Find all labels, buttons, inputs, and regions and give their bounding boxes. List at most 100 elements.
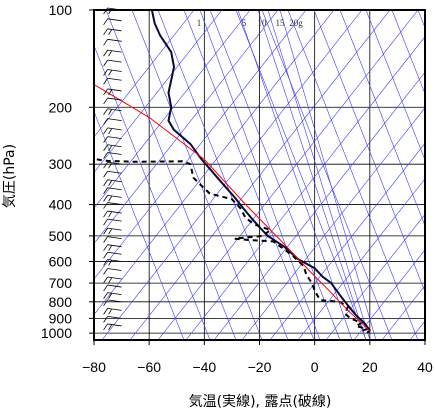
wind-barb-flag bbox=[108, 293, 112, 299]
wind-barb-flag bbox=[108, 196, 112, 202]
wind-barb-flag bbox=[103, 195, 108, 202]
adiabat-line bbox=[297, 178, 425, 340]
wind-barb-flag bbox=[103, 268, 108, 275]
wind-barb bbox=[103, 18, 122, 26]
wind-barb-flag bbox=[103, 136, 108, 143]
wind-barb-flag bbox=[108, 162, 112, 169]
wind-barb-staff bbox=[107, 187, 122, 191]
wind-barb-staff bbox=[107, 323, 122, 327]
wind-barb-staff bbox=[107, 218, 122, 222]
mixing-ratio-labels: 1 5 10 15 20g bbox=[197, 18, 304, 28]
wind-barb bbox=[103, 299, 122, 307]
wind-barb bbox=[103, 136, 122, 143]
wind-barb bbox=[103, 292, 122, 299]
wind-barb-staff bbox=[107, 144, 122, 148]
wind-barb-staff bbox=[107, 152, 122, 155]
adiabat-line bbox=[131, 10, 263, 340]
wind-barb bbox=[103, 210, 122, 218]
wind-barb bbox=[103, 187, 122, 194]
wind-barb bbox=[103, 170, 122, 178]
adiabat-line bbox=[261, 10, 393, 340]
wind-barb-flag bbox=[108, 109, 112, 115]
y-tick-label: 100 bbox=[49, 2, 73, 18]
x-tick-label: 0 bbox=[311, 359, 319, 375]
adiabat-line bbox=[353, 249, 425, 340]
wind-barb-staff bbox=[107, 88, 122, 92]
y-tick-label: 200 bbox=[49, 99, 73, 115]
wind-barb-flag bbox=[103, 59, 108, 67]
dry-adiabats bbox=[94, 10, 425, 340]
wind-barb bbox=[103, 161, 122, 169]
adiabat-line bbox=[339, 10, 425, 227]
x-tick-label: −80 bbox=[82, 359, 106, 375]
y-axis-title: 気圧(hPa) bbox=[2, 144, 18, 208]
mixing-ratio-label: 5 bbox=[242, 18, 247, 28]
wind-barb bbox=[103, 251, 122, 259]
mixing-ratio-line bbox=[279, 10, 377, 340]
adiabat-line bbox=[183, 10, 315, 340]
mixing-ratio-label: 15 bbox=[276, 18, 286, 28]
wind-barb bbox=[103, 202, 122, 209]
wind-barb-flag bbox=[108, 245, 112, 251]
wind-barbs bbox=[103, 7, 122, 331]
wind-barb-staff bbox=[107, 136, 122, 139]
wind-barb-flag bbox=[103, 171, 108, 178]
wind-barb-flag bbox=[108, 128, 112, 135]
wind-barb-staff bbox=[107, 97, 122, 101]
adiabat-line bbox=[241, 107, 425, 340]
x-tick-label: −40 bbox=[192, 359, 216, 375]
wind-barb bbox=[103, 97, 122, 105]
wind-barb-flag bbox=[103, 202, 108, 209]
wind-barb-staff bbox=[107, 292, 122, 296]
wind-barb-staff bbox=[107, 259, 122, 262]
mixing-ratio-line bbox=[257, 10, 367, 340]
adiabat-line bbox=[185, 36, 425, 340]
x-tick-label: −20 bbox=[248, 359, 272, 375]
wind-barb bbox=[103, 49, 122, 57]
adiabat-line bbox=[157, 10, 289, 340]
wind-barb-flag bbox=[103, 276, 108, 284]
wind-barb-flag bbox=[103, 308, 108, 315]
wind-barb-flag bbox=[108, 89, 112, 96]
wind-barb-staff bbox=[107, 108, 122, 112]
wind-barb-staff bbox=[107, 127, 122, 131]
wind-barb bbox=[103, 307, 122, 315]
dewpoint-line bbox=[96, 158, 369, 332]
wind-barb bbox=[103, 315, 122, 323]
wind-barb-staff bbox=[107, 38, 122, 42]
wind-barb-flag bbox=[108, 260, 112, 266]
wind-barb bbox=[103, 276, 122, 284]
wind-barb-flag bbox=[103, 69, 108, 76]
adiabat-line bbox=[391, 10, 425, 95]
wind-barb-flag bbox=[103, 127, 108, 135]
wind-barb-flag bbox=[103, 284, 108, 292]
wind-barb-flag bbox=[103, 259, 108, 266]
wind-barb bbox=[103, 144, 122, 151]
wind-barb-flag bbox=[108, 211, 112, 218]
wind-barb-staff bbox=[107, 202, 122, 205]
adiabat-line bbox=[94, 10, 223, 173]
wind-barb bbox=[103, 268, 122, 275]
adiabat-line bbox=[94, 44, 211, 340]
wind-barb bbox=[103, 108, 122, 115]
y-tick-label: 500 bbox=[49, 228, 73, 244]
mixing-ratio-label: 10 bbox=[258, 18, 268, 28]
mixing-ratio-line bbox=[267, 10, 371, 340]
wind-barb-flag bbox=[103, 187, 108, 194]
wind-barb-flag bbox=[103, 152, 108, 159]
y-tick-label: 800 bbox=[49, 294, 73, 310]
x-tick-label: −60 bbox=[137, 359, 161, 375]
wind-barb-flag bbox=[103, 28, 108, 36]
wind-barb bbox=[103, 28, 122, 36]
adiabat-line bbox=[209, 10, 341, 340]
wind-barb-flag bbox=[103, 227, 108, 235]
x-tick-label: 20 bbox=[362, 359, 378, 375]
mixing-ratio-label: 1 bbox=[197, 18, 202, 28]
adiabat-line bbox=[94, 10, 251, 209]
wind-barb-flag bbox=[108, 324, 112, 331]
wind-barb-staff bbox=[107, 179, 122, 183]
y-tick-label: 700 bbox=[49, 275, 73, 291]
adiabat-line bbox=[213, 71, 425, 340]
wind-barb-staff bbox=[107, 194, 122, 198]
y-tick-label: 900 bbox=[49, 310, 73, 326]
